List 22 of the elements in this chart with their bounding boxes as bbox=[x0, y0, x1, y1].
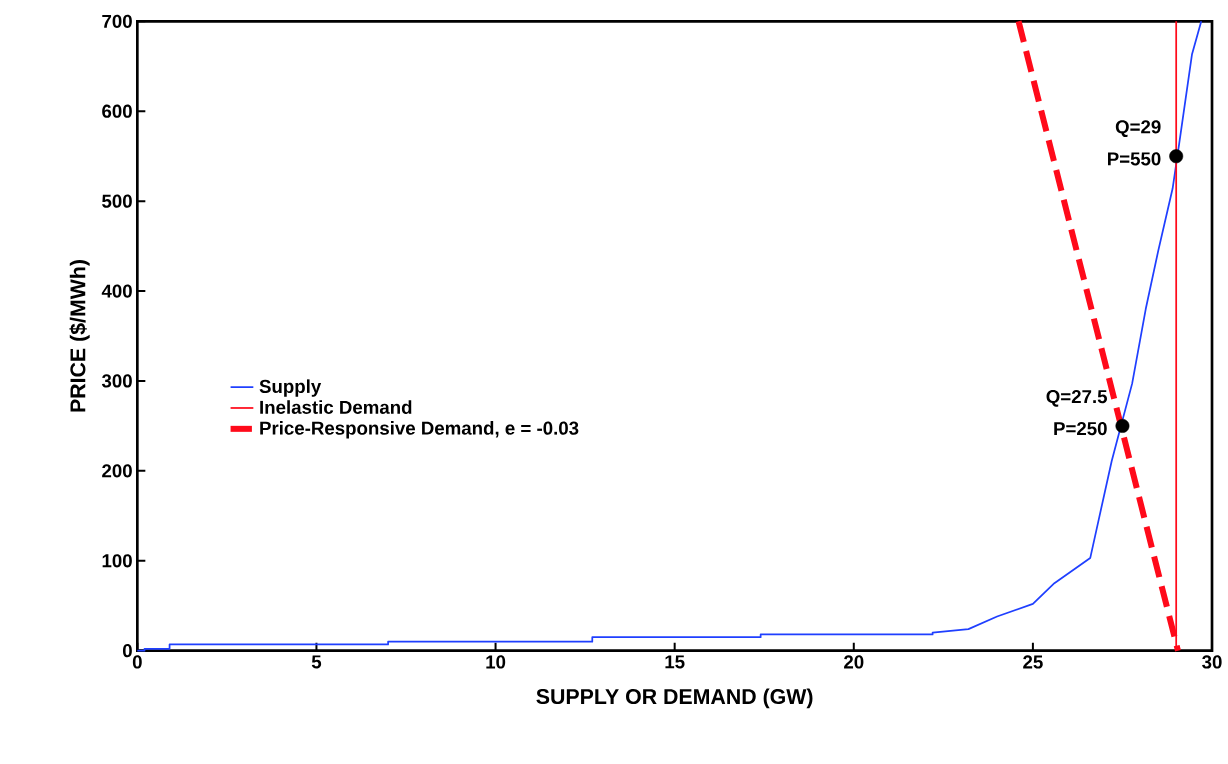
legend-label: Inelastic Demand bbox=[260, 400, 412, 414]
y-tick-label: 600 bbox=[102, 104, 132, 118]
y-tick-label: 100 bbox=[102, 554, 132, 568]
x-tick-label: 25 bbox=[1023, 655, 1043, 669]
x-tick-label: 15 bbox=[665, 655, 685, 669]
annotation: Q=27.5 P=250 bbox=[1046, 389, 1108, 436]
y-tick-label: 500 bbox=[102, 194, 132, 208]
y-tick-label: 0 bbox=[122, 644, 132, 658]
y-axis-title: PRICE ($/MWh) bbox=[69, 260, 90, 412]
y-tick-label: 700 bbox=[102, 14, 132, 28]
y-tick-label: 400 bbox=[101, 284, 132, 298]
x-tick-label: 20 bbox=[844, 655, 864, 669]
y-tick-label: 300 bbox=[101, 374, 132, 388]
x-tick-label: 10 bbox=[486, 655, 506, 669]
legend-label: Price-Responsive Demand, e = -0.03 bbox=[260, 421, 579, 439]
x-axis-title: SUPPLY OR DEMAND (GW) bbox=[536, 688, 813, 709]
y-tick-label: 200 bbox=[102, 464, 132, 478]
x-tick-label: 30 bbox=[1202, 655, 1222, 669]
x-tick-label: 0 bbox=[132, 655, 142, 669]
annotation: Q=29 P=550 bbox=[1108, 120, 1161, 166]
legend-label: Supply bbox=[259, 379, 322, 397]
x-tick-label: 5 bbox=[311, 655, 322, 669]
